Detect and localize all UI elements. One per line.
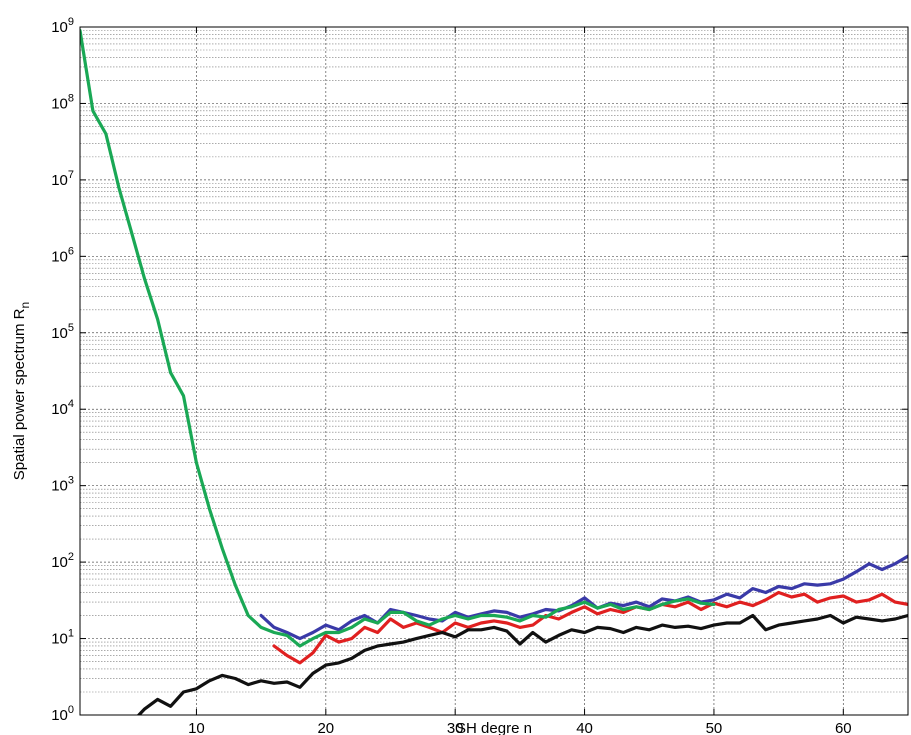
y-tick-label: 101 (51, 628, 74, 648)
y-axis-label-subscript: n (18, 302, 32, 309)
y-tick-base: 10 (51, 707, 68, 724)
y-tick-label: 100 (51, 704, 74, 724)
plot-frame (79, 26, 909, 716)
y-tick-base: 10 (51, 19, 68, 36)
y-axis-label: Spatial power spectrum Rn (11, 302, 32, 480)
y-tick-exponent: 3 (68, 475, 74, 487)
y-tick-base: 10 (51, 478, 68, 495)
y-tick-base: 10 (51, 554, 68, 571)
y-tick-exponent: 8 (68, 92, 74, 104)
y-tick-base: 10 (51, 95, 68, 112)
x-tick-label: 50 (706, 720, 723, 735)
x-tick-label: 30 (447, 720, 464, 735)
y-tick-base: 10 (51, 631, 68, 648)
y-tick-exponent: 6 (68, 245, 74, 257)
y-tick-label: 103 (51, 475, 74, 495)
y-tick-exponent: 7 (68, 169, 74, 181)
minor-gridlines (80, 30, 908, 693)
series-lines (80, 28, 908, 715)
y-tick-base: 10 (51, 172, 68, 189)
series-line (80, 28, 716, 648)
y-tick-label: 106 (51, 245, 74, 265)
y-tick-exponent: 1 (68, 628, 74, 640)
y-tick-label: 107 (51, 169, 74, 189)
y-tick-label: 102 (51, 551, 74, 571)
y-tick-exponent: 9 (68, 16, 74, 28)
series-line (259, 554, 908, 641)
series-line (136, 613, 908, 715)
y-tick-exponent: 2 (68, 551, 74, 563)
y-tick-label: 109 (51, 16, 74, 36)
y-tick-label: 105 (51, 322, 74, 342)
x-tick-label: 20 (317, 720, 334, 735)
y-tick-base: 10 (51, 401, 68, 418)
y-tick-label: 104 (51, 398, 74, 418)
y-tick-exponent: 0 (68, 704, 74, 716)
series-line (272, 590, 908, 665)
axis-ticks (80, 26, 908, 716)
y-tick-base: 10 (51, 248, 68, 265)
y-axis-label-main: Spatial power spectrum R (11, 308, 28, 480)
x-axis-label: SH degre n (456, 720, 532, 735)
y-tick-exponent: 5 (68, 322, 74, 334)
x-tick-label: 60 (835, 720, 852, 735)
x-tick-labels: 10 20 30 40 50 60 (188, 720, 852, 735)
x-tick-label: 40 (576, 720, 593, 735)
y-tick-base: 10 (51, 325, 68, 342)
x-tick-label: 10 (188, 720, 205, 735)
y-tick-label: 108 (51, 92, 74, 112)
y-tick-exponent: 4 (68, 398, 74, 410)
